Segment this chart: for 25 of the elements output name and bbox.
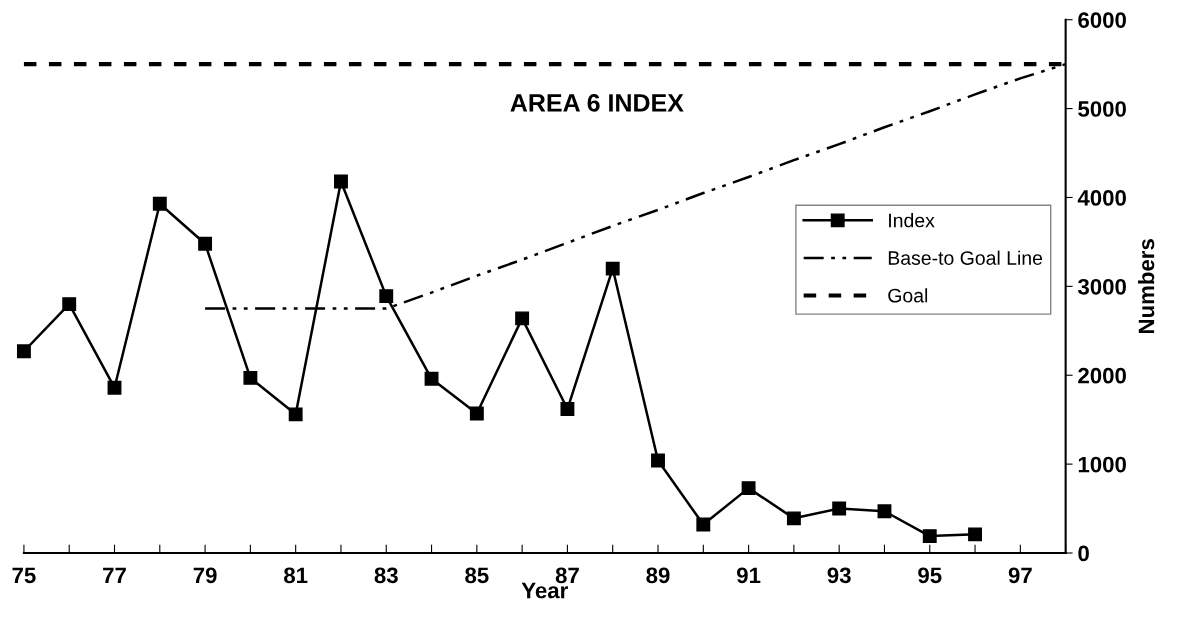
y-tick-label: 0 <box>1078 545 1089 562</box>
y-tick-label: 6000 <box>1078 12 1126 28</box>
y-tick-label: 4000 <box>1077 190 1126 206</box>
x-tick-label: 97 <box>1008 567 1032 584</box>
x-tick-label: 91 <box>737 567 761 584</box>
y-tick-label: 2000 <box>1078 367 1126 384</box>
x-tick-label: 95 <box>918 567 942 584</box>
y-tick-label: 5000 <box>1078 101 1126 117</box>
x-tick-label: 81 <box>284 567 308 584</box>
x-tick-label: 93 <box>827 567 851 584</box>
x-axis-title: Year <box>521 582 568 599</box>
legend-label: Index <box>889 213 935 228</box>
x-tick-label: 83 <box>374 567 398 584</box>
y-tick-label: 3000 <box>1077 278 1126 295</box>
y-axis-title: Numbers <box>1137 239 1155 334</box>
y-tick-label: 1000 <box>1078 456 1126 473</box>
legend-label: Base-to Goal Line <box>888 250 1043 265</box>
text: AREA 6 INDEX <box>510 94 684 112</box>
x-tick-label: 85 <box>465 567 489 584</box>
legend-label: Goal <box>888 288 928 303</box>
x-tick-label: 75 <box>12 567 36 584</box>
x-tick-label: 79 <box>193 567 217 584</box>
x-tick-label: 89 <box>646 567 670 584</box>
x-tick-label: 77 <box>103 567 126 583</box>
x-tick-label: 87 <box>555 567 579 584</box>
